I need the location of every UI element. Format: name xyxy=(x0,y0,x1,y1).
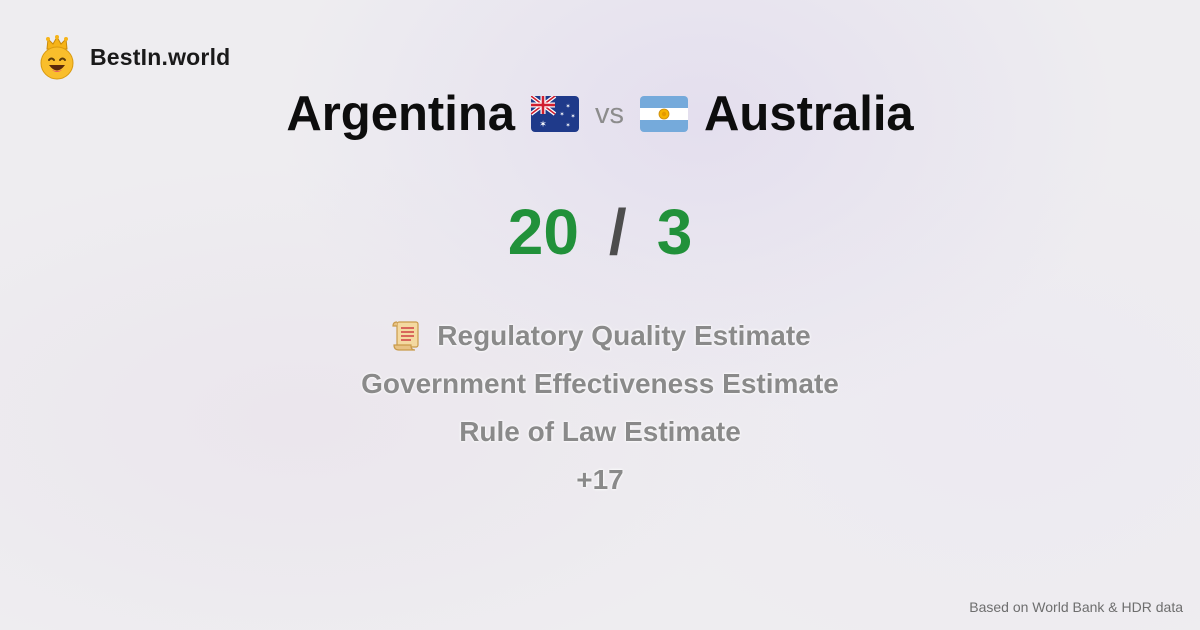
vs-label: vs xyxy=(595,97,624,130)
svg-text:✶: ✶ xyxy=(539,119,547,129)
metric-item: Rule of Law Estimate xyxy=(459,408,741,456)
right-score: 3 xyxy=(656,196,693,268)
score-separator: / xyxy=(608,196,627,268)
svg-text:✶: ✶ xyxy=(570,113,575,120)
metric-label: Regulatory Quality Estimate xyxy=(437,320,811,351)
source-note: Based on World Bank & HDR data xyxy=(969,599,1183,615)
scroll-icon xyxy=(392,321,419,351)
metric-label: Government Effectiveness Estimate xyxy=(361,368,839,399)
svg-text:✶: ✶ xyxy=(565,122,570,129)
metric-item: Regulatory Quality Estimate xyxy=(389,312,811,360)
svg-text:✶: ✶ xyxy=(565,103,570,110)
comparison-title: Argentina ✶ ✶ ✶ ✶ ✶ vs Australia xyxy=(0,86,1200,142)
metric-item: Government Effectiveness Estimate xyxy=(361,360,839,408)
metrics-list: Regulatory Quality Estimate Government E… xyxy=(0,312,1200,504)
svg-text:✶: ✶ xyxy=(559,111,564,118)
brand[interactable]: BestIn.world xyxy=(38,34,230,80)
metric-label: Rule of Law Estimate xyxy=(459,416,741,447)
argentina-flag-icon xyxy=(640,96,688,132)
crowned-smiley-icon xyxy=(40,35,74,80)
australia-flag-icon: ✶ ✶ ✶ ✶ ✶ xyxy=(531,96,579,132)
right-country-name: Australia xyxy=(704,87,914,141)
brand-name: BestIn.world xyxy=(90,43,231,70)
left-score: 20 xyxy=(507,196,579,268)
more-metrics-count: +17 xyxy=(576,456,624,504)
score: 20 / 3 xyxy=(0,195,1200,269)
more-count-label: +17 xyxy=(576,464,624,495)
left-country-name: Argentina xyxy=(286,87,515,141)
